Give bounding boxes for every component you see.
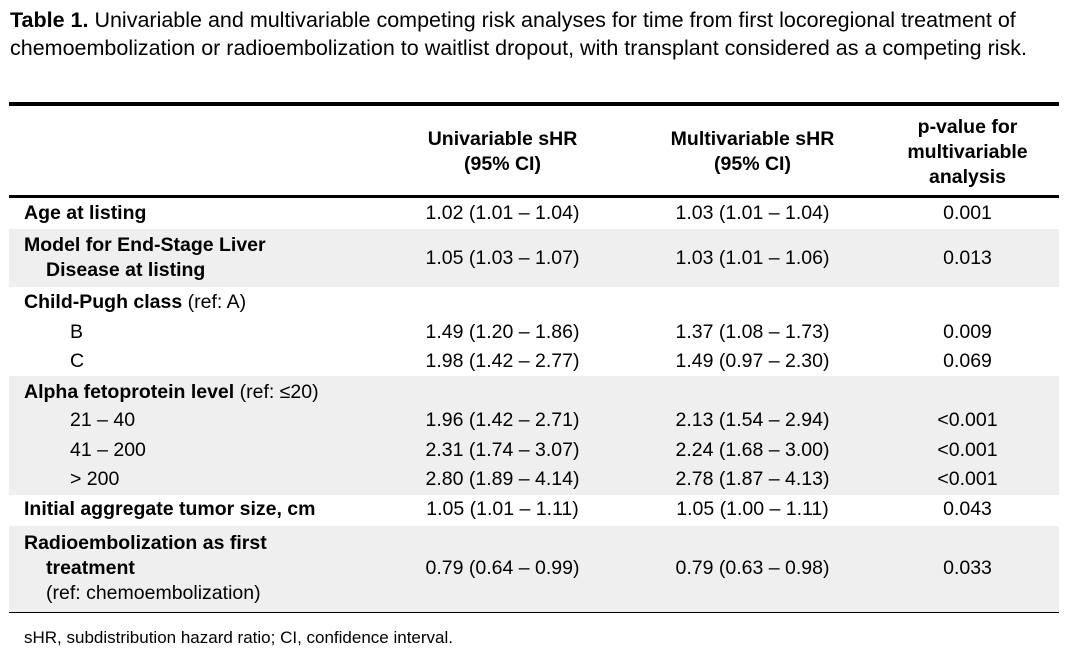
header-pvalue-line1: p-value for bbox=[917, 116, 1018, 138]
row-childpugh-c-multivariable: 1.49 (0.97 – 2.30) bbox=[675, 350, 830, 372]
row-afp-r2-label: 41 – 200 bbox=[70, 439, 146, 461]
row-tumor-label: Initial aggregate tumor size, cm bbox=[24, 498, 316, 520]
band-meld bbox=[9, 229, 1059, 287]
row-afp-r1-label: 21 – 40 bbox=[70, 409, 136, 431]
row-childpugh-b-univariable: 1.49 (1.20 – 1.86) bbox=[425, 321, 580, 343]
table-label: Table 1. bbox=[10, 8, 89, 32]
table-caption: Table 1. Univariable and multivariable c… bbox=[10, 6, 1060, 62]
row-afp-r3-univariable: 2.80 (1.89 – 4.14) bbox=[425, 468, 580, 490]
row-childpugh-b-multivariable: 1.37 (1.08 – 1.73) bbox=[675, 321, 830, 343]
header-multivariable-line2: (95% CI) bbox=[714, 153, 791, 175]
row-afp-r2-pvalue: <0.001 bbox=[937, 439, 998, 461]
header-univariable-line2: (95% CI) bbox=[464, 153, 541, 175]
header-rule bbox=[9, 195, 1059, 198]
header-multivariable-line1: Multivariable sHR bbox=[670, 128, 835, 150]
row-radio-multivariable: 0.79 (0.63 – 0.98) bbox=[675, 557, 830, 579]
band-radio bbox=[9, 526, 1059, 612]
row-tumor-multivariable: 1.05 (1.00 – 1.11) bbox=[676, 498, 829, 520]
row-age-multivariable: 1.03 (1.01 – 1.04) bbox=[675, 202, 830, 224]
row-afp-r1-pvalue: <0.001 bbox=[937, 409, 998, 431]
row-childpugh-b-pvalue: 0.009 bbox=[943, 321, 992, 343]
row-tumor-pvalue: 0.043 bbox=[943, 498, 992, 520]
row-age-label: Age at listing bbox=[24, 202, 147, 224]
row-age-univariable: 1.02 (1.01 – 1.04) bbox=[425, 202, 580, 224]
row-age-pvalue: 0.001 bbox=[943, 202, 992, 224]
header-univariable-line1: Univariable sHR bbox=[427, 128, 578, 150]
row-afp-r2-univariable: 2.31 (1.74 – 3.07) bbox=[425, 439, 580, 461]
header-multivariable: Multivariable sHR (95% CI) bbox=[625, 127, 880, 177]
row-radio-pvalue: 0.033 bbox=[943, 557, 992, 579]
row-radio-label-line2: treatment bbox=[46, 557, 135, 579]
row-meld-label: Model for End-Stage Liver bbox=[24, 234, 266, 256]
row-childpugh-label: Child-Pugh class (ref: A) bbox=[24, 291, 247, 313]
header-pvalue-line2: multivariable bbox=[907, 141, 1028, 163]
row-afp-r3-pvalue: <0.001 bbox=[937, 468, 998, 490]
row-radio-label-line3: (ref: chemoembolization) bbox=[46, 582, 261, 604]
row-childpugh-c-pvalue: 0.069 bbox=[943, 350, 992, 372]
top-rule bbox=[9, 102, 1059, 106]
row-afp-r1-univariable: 1.96 (1.42 – 2.71) bbox=[425, 409, 580, 431]
row-meld-multivariable: 1.03 (1.01 – 1.06) bbox=[675, 247, 830, 269]
header-pvalue: p-value for multivariable analysis bbox=[880, 115, 1055, 190]
row-childpugh-c-univariable: 1.98 (1.42 – 2.77) bbox=[425, 350, 580, 372]
row-childpugh-c-label: C bbox=[70, 350, 85, 372]
row-afp-r3-label: > 200 bbox=[70, 468, 120, 490]
band-afp bbox=[9, 376, 1059, 495]
caption-text: Univariable and multivariable competing … bbox=[10, 8, 1027, 60]
row-afp-r3-multivariable: 2.78 (1.87 – 4.13) bbox=[675, 468, 830, 490]
table-footnote: sHR, subdistribution hazard ratio; CI, c… bbox=[24, 628, 453, 647]
header-univariable: Univariable sHR (95% CI) bbox=[375, 127, 630, 177]
row-radio-univariable: 0.79 (0.64 – 0.99) bbox=[425, 557, 580, 579]
row-afp-label: Alpha fetoprotein level (ref: ≤20) bbox=[24, 381, 319, 403]
header-pvalue-line3: analysis bbox=[929, 166, 1006, 188]
row-afp-r2-multivariable: 2.24 (1.68 – 3.00) bbox=[675, 439, 830, 461]
row-radio-label: Radioembolization as first bbox=[24, 532, 267, 554]
row-tumor-univariable: 1.05 (1.01 – 1.11) bbox=[426, 498, 579, 520]
bottom-rule bbox=[9, 612, 1059, 613]
row-meld-pvalue: 0.013 bbox=[943, 247, 992, 269]
row-childpugh-b-label: B bbox=[70, 321, 84, 343]
row-meld-label-line2: Disease at listing bbox=[46, 259, 206, 281]
row-afp-r1-multivariable: 2.13 (1.54 – 2.94) bbox=[675, 409, 830, 431]
row-meld-univariable: 1.05 (1.03 – 1.07) bbox=[425, 247, 580, 269]
